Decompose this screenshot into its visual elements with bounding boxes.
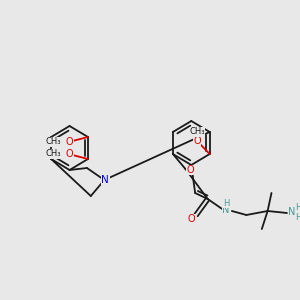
Text: H: H	[223, 199, 229, 208]
Text: O: O	[66, 137, 74, 147]
Text: N: N	[288, 207, 296, 217]
Text: H: H	[295, 202, 300, 211]
Text: N: N	[101, 175, 109, 185]
Text: O: O	[187, 165, 194, 175]
Text: CH₃: CH₃	[45, 137, 61, 146]
Text: O: O	[193, 136, 201, 146]
Text: O: O	[188, 214, 195, 224]
Text: CH₃: CH₃	[189, 128, 205, 136]
Text: N: N	[222, 205, 230, 215]
Text: CH₃: CH₃	[45, 149, 61, 158]
Text: O: O	[66, 149, 74, 159]
Text: H: H	[295, 214, 300, 223]
